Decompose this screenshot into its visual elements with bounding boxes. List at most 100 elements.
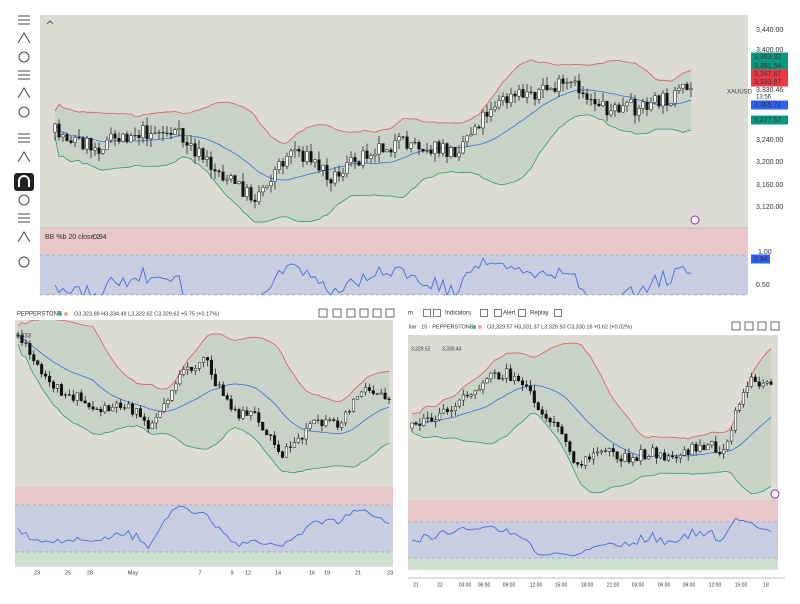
candle-body — [221, 171, 225, 181]
candle-body — [202, 357, 206, 363]
candle-body — [677, 87, 681, 91]
candle-body — [591, 452, 596, 460]
overbought-zone — [15, 487, 393, 505]
candle-body — [572, 451, 576, 463]
candle-body — [289, 150, 293, 157]
candle-body — [309, 151, 313, 163]
candle-body — [363, 387, 367, 393]
price-tag-label: 3,351.54 — [754, 63, 781, 70]
tool-icon[interactable] — [18, 106, 30, 118]
candle-body — [165, 132, 169, 134]
tool-icon[interactable] — [17, 87, 31, 99]
candle-body — [288, 446, 292, 448]
candle-body — [417, 142, 421, 150]
candle-body — [589, 99, 593, 101]
candle-body — [437, 141, 441, 154]
candle-body — [87, 402, 91, 408]
tool-icon[interactable] — [18, 194, 30, 206]
candle-body — [28, 343, 32, 355]
candle-body — [681, 83, 685, 89]
price-chart — [53, 59, 693, 295]
candle-body — [325, 164, 329, 180]
candle-body — [217, 170, 221, 173]
candle-body — [387, 398, 391, 401]
toolbar-icon[interactable] — [385, 308, 395, 318]
candle-body — [663, 452, 667, 461]
toolbar-icon[interactable] — [494, 309, 502, 317]
toolbar-icon[interactable] — [359, 308, 369, 318]
status-dot — [64, 312, 68, 316]
collapse-arrow[interactable] — [46, 20, 54, 25]
candle-body — [702, 444, 706, 451]
icon-stroke — [18, 51, 30, 63]
candle-body — [533, 91, 537, 100]
toolbar-icon[interactable] — [744, 321, 754, 331]
candle-body — [421, 148, 425, 152]
candle-body — [225, 395, 229, 400]
candle-body — [585, 93, 589, 100]
candle-body — [461, 141, 465, 154]
tool-icon[interactable] — [18, 213, 30, 223]
candle-body — [161, 132, 165, 134]
candle-body — [655, 447, 659, 459]
tool-icon[interactable] — [18, 256, 30, 268]
tool-icon[interactable] — [18, 15, 30, 25]
candle-body — [627, 453, 631, 463]
tool-icon[interactable] — [17, 231, 31, 243]
price-tag-label: 3,305.72 — [754, 102, 781, 109]
time-axis-label: 15:00 — [555, 582, 568, 588]
time-axis-label: 09:00 — [503, 582, 516, 588]
toolbar-icon[interactable] — [554, 309, 562, 317]
toolbar-icon[interactable] — [332, 308, 342, 318]
toolbar-icon[interactable] — [480, 309, 488, 317]
candle-body — [162, 403, 166, 412]
toolbar-icon[interactable] — [770, 321, 780, 331]
candle-body — [643, 449, 647, 460]
candle-body — [661, 92, 665, 107]
price-axis-label: 3,200.00 — [756, 159, 783, 166]
toolbar-icon[interactable] — [423, 309, 431, 317]
toolbar-icon[interactable] — [731, 321, 741, 331]
exchange-label: PEPPERSTONE — [17, 312, 62, 318]
candle-body — [24, 342, 28, 344]
candle-body — [379, 392, 383, 395]
event-icon[interactable] — [690, 215, 700, 225]
candle-body — [141, 125, 145, 138]
candle-body — [205, 156, 209, 160]
candle-body — [233, 409, 237, 411]
candle-body — [63, 394, 67, 396]
tool-icon[interactable] — [18, 133, 30, 143]
candle-body — [553, 88, 557, 92]
icon-stroke — [17, 151, 31, 163]
candle-body — [564, 433, 568, 442]
tool-icon[interactable] — [18, 70, 30, 80]
toolbar-icon[interactable] — [518, 309, 526, 317]
candle-body — [525, 91, 529, 98]
candle-body — [221, 384, 225, 396]
candle-body — [194, 368, 198, 371]
candle-body — [249, 187, 253, 201]
candle-body — [369, 155, 373, 159]
candle-body — [95, 408, 99, 410]
tool-icon[interactable] — [17, 151, 31, 163]
toolbar-icon[interactable] — [372, 308, 382, 318]
candle-body — [477, 126, 481, 129]
candle-body — [418, 424, 422, 426]
candle-body — [375, 393, 379, 395]
time-axis-label: 12 — [245, 570, 251, 576]
price-tag-label: 3,333 — [16, 334, 32, 340]
candle-body — [576, 462, 580, 465]
tool-icon[interactable] — [18, 51, 30, 63]
price-axis-label: 3,120.00 — [756, 204, 783, 211]
candle-body — [615, 451, 619, 460]
candle-body — [59, 384, 63, 396]
toolbar-icon[interactable] — [318, 308, 328, 318]
toolbar-icon[interactable] — [433, 309, 441, 317]
candle-body — [726, 440, 730, 450]
toolbar-icon[interactable] — [757, 321, 767, 331]
toolbar-icon[interactable] — [346, 308, 356, 318]
tool-icon[interactable] — [17, 32, 31, 44]
candle-body — [698, 444, 702, 452]
candle-body — [205, 357, 209, 361]
event-icon[interactable] — [770, 489, 780, 499]
